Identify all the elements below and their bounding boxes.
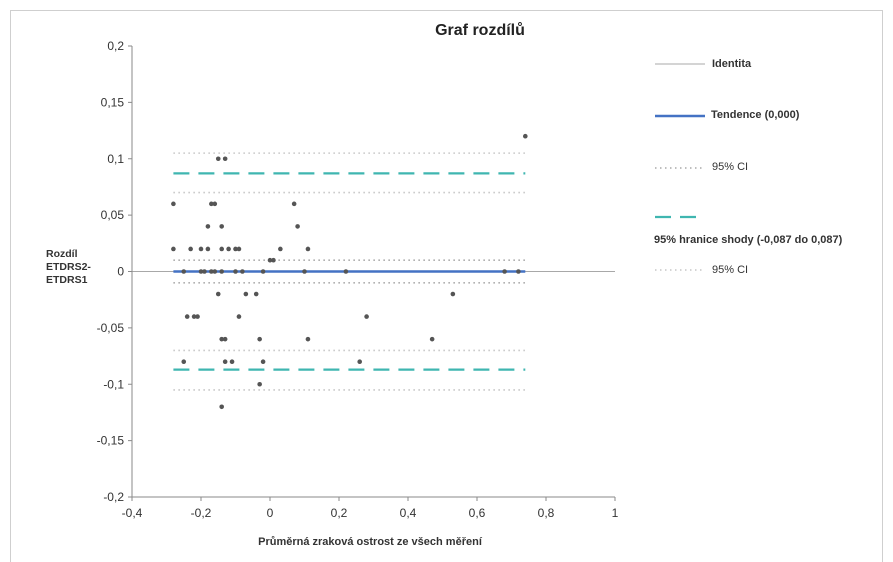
data-point: [364, 314, 369, 319]
x-tick-label: -0,4: [122, 506, 143, 520]
data-point: [219, 246, 224, 252]
y-tick-label: 0,1: [107, 152, 124, 166]
data-point: [295, 224, 300, 229]
data-point: [205, 246, 211, 252]
x-axis-label: Průměrná zraková ostrost ze všech měření: [258, 536, 482, 548]
data-point: [181, 359, 187, 365]
data-point: [257, 336, 262, 342]
data-point: [188, 246, 193, 252]
legend-label-hranice-shody: 95% hranice shody (-0,087 do 0,087): [654, 234, 843, 246]
data-point: [429, 336, 435, 342]
y-tick-label: 0,05: [101, 208, 125, 222]
data-point: [215, 291, 221, 297]
data-point: [267, 257, 273, 263]
y-axis-label-line-3: ETDRS1: [46, 274, 88, 286]
chart-frame: [10, 10, 883, 562]
data-point: [450, 291, 456, 297]
data-point: [516, 269, 521, 274]
x-tick-label: 0,8: [538, 506, 555, 520]
legend-label-identita: Identita: [712, 58, 752, 70]
data-point: [222, 156, 228, 162]
y-axis-label: Rozdíl ETDRS2- ETDRS1: [46, 248, 106, 287]
data-point: [343, 269, 349, 274]
reference-lines: [132, 152, 615, 391]
data-point: [171, 201, 176, 207]
data-point: [222, 336, 228, 342]
data-point: [219, 224, 224, 229]
data-point: [184, 314, 190, 319]
data-point: [215, 156, 221, 162]
data-point: [209, 269, 214, 274]
y-tick-label: 0,15: [101, 95, 125, 109]
data-point: [305, 336, 311, 342]
data-point: [191, 314, 197, 319]
data-point: [271, 257, 276, 263]
data-point: [181, 269, 187, 274]
data-point: [260, 359, 266, 365]
data-point: [305, 246, 311, 252]
chart-title: Graf rozdílů: [435, 22, 525, 39]
y-tick-label: 0,2: [107, 39, 124, 53]
data-point: [260, 269, 266, 274]
data-point: [219, 404, 224, 410]
y-axis-label-line-1: Rozdíl: [46, 248, 78, 260]
data-points: [171, 133, 528, 410]
data-point: [236, 246, 242, 252]
y-tick-label: 0: [117, 265, 124, 279]
x-tick-label: 0,2: [331, 506, 348, 520]
x-tick-label: 1: [612, 506, 619, 520]
y-tick-label: -0,05: [97, 321, 125, 335]
data-point: [212, 201, 218, 207]
data-point: [198, 269, 204, 274]
data-point: [291, 201, 297, 207]
data-point: [243, 291, 249, 297]
legend-label-tendence: Tendence (0,000): [711, 109, 800, 121]
legend-label-ci-tendence: 95% CI: [712, 161, 749, 173]
legend-lines: [655, 63, 705, 271]
x-tick-label: -0,2: [191, 506, 212, 520]
legend-label-ci-hranice: 95% CI: [712, 264, 749, 276]
y-tick-label: -0,15: [97, 434, 125, 448]
y-tick-label: -0,2: [103, 490, 124, 504]
data-point: [222, 359, 228, 365]
data-point: [219, 336, 224, 342]
data-point: [219, 269, 224, 274]
data-point: [198, 246, 204, 252]
data-point: [171, 246, 176, 252]
data-point: [502, 269, 507, 274]
y-axis-label-line-2: ETDRS2-: [46, 261, 91, 273]
data-point: [257, 381, 262, 387]
x-tick-label: 0: [267, 506, 274, 520]
data-point: [202, 269, 207, 274]
data-point: [209, 201, 214, 207]
data-point: [195, 314, 200, 319]
x-tick-label: 0,4: [400, 506, 417, 520]
axes: -0,4 -0,2 0 0,2 0,4 0,6 0,8 1 0,2 0,15 0,1 0,05 0 -0,…: [97, 39, 619, 520]
data-point: [253, 291, 259, 297]
data-point: [229, 359, 235, 365]
data-point: [302, 269, 307, 274]
data-point: [278, 246, 283, 252]
y-tick-label: -0,1: [103, 377, 124, 391]
data-point: [240, 269, 245, 274]
data-point: [233, 246, 238, 252]
data-point: [357, 359, 363, 365]
data-point: [523, 133, 528, 139]
data-point: [236, 314, 242, 319]
x-tick-label: 0,6: [469, 506, 486, 520]
data-point: [233, 269, 238, 274]
data-point: [226, 246, 231, 252]
data-point: [205, 224, 211, 229]
data-point: [212, 269, 218, 274]
